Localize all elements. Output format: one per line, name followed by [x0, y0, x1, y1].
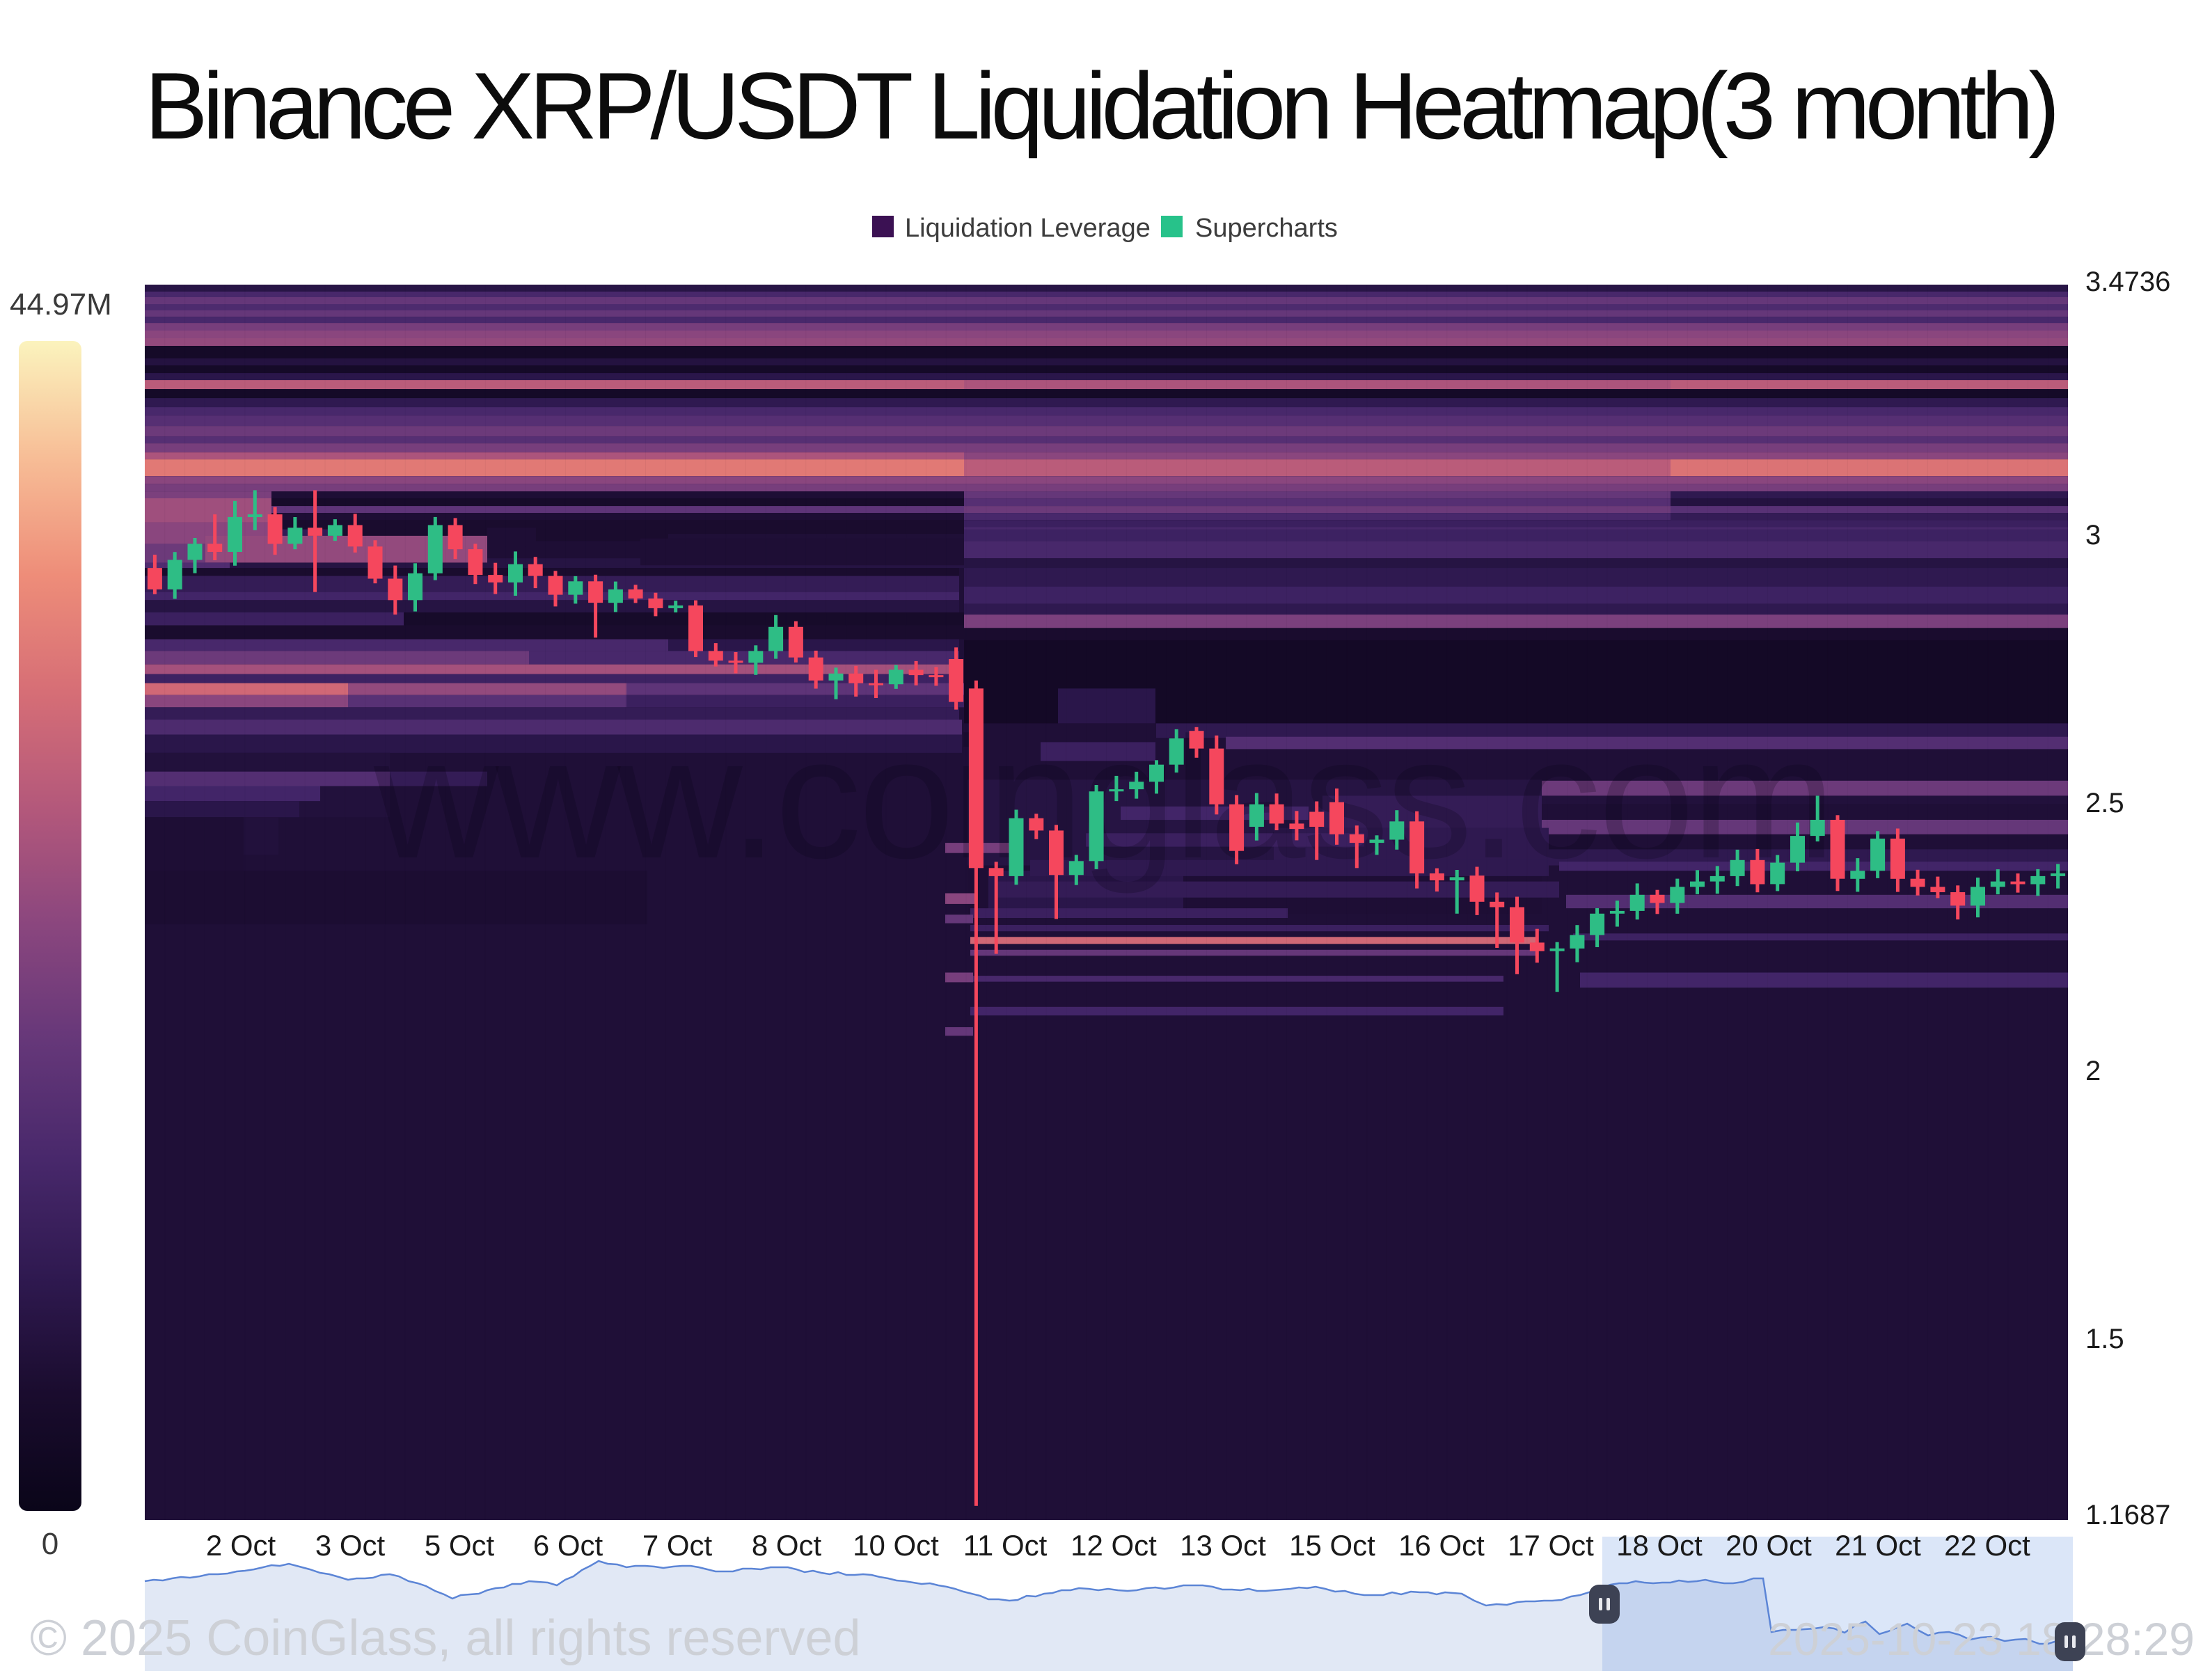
svg-text:11 Oct: 11 Oct	[963, 1529, 1048, 1562]
svg-text:10 Oct: 10 Oct	[853, 1529, 939, 1562]
svg-text:Binance XRP/USDT Liquidation H: Binance XRP/USDT Liquidation Heatmap(3 m…	[145, 53, 2055, 159]
svg-text:18 Oct: 18 Oct	[1616, 1529, 1703, 1562]
svg-text:22 Oct: 22 Oct	[1944, 1529, 2030, 1562]
svg-text:6 Oct: 6 Oct	[533, 1529, 603, 1562]
svg-text:44.97M: 44.97M	[10, 287, 112, 322]
svg-text:17 Oct: 17 Oct	[1508, 1529, 1594, 1562]
svg-text:Liquidation Leverage: Liquidation Leverage	[905, 214, 1151, 243]
svg-text:15 Oct: 15 Oct	[1289, 1529, 1375, 1562]
svg-text:2 Oct: 2 Oct	[206, 1529, 276, 1562]
svg-text:21 Oct: 21 Oct	[1835, 1529, 1921, 1562]
svg-text:13 Oct: 13 Oct	[1180, 1529, 1266, 1562]
svg-text:16 Oct: 16 Oct	[1398, 1529, 1485, 1562]
svg-text:5 Oct: 5 Oct	[425, 1529, 495, 1562]
svg-text:8 Oct: 8 Oct	[752, 1529, 822, 1562]
svg-text:2: 2	[2085, 1056, 2101, 1086]
svg-text:www.coinglass.com: www.coinglass.com	[373, 701, 1833, 894]
svg-text:20 Oct: 20 Oct	[1726, 1529, 1812, 1562]
svg-text:3: 3	[2085, 520, 2101, 550]
svg-text:3.4736: 3.4736	[2085, 267, 2170, 297]
svg-text:© 2025 CoinGlass, all rights r: © 2025 CoinGlass, all rights reserved	[30, 1610, 861, 1666]
svg-text:12 Oct: 12 Oct	[1071, 1529, 1157, 1562]
svg-text:0: 0	[42, 1527, 58, 1561]
svg-text:7 Oct: 7 Oct	[642, 1529, 713, 1562]
svg-text:2.5: 2.5	[2085, 788, 2124, 818]
svg-text:3 Oct: 3 Oct	[315, 1529, 386, 1562]
svg-text:1.5: 1.5	[2085, 1324, 2124, 1354]
svg-text:2025-10-23 18:28:29: 2025-10-23 18:28:29	[1768, 1613, 2195, 1665]
svg-text:Supercharts: Supercharts	[1195, 214, 1338, 243]
svg-text:1.1687: 1.1687	[2085, 1500, 2170, 1530]
